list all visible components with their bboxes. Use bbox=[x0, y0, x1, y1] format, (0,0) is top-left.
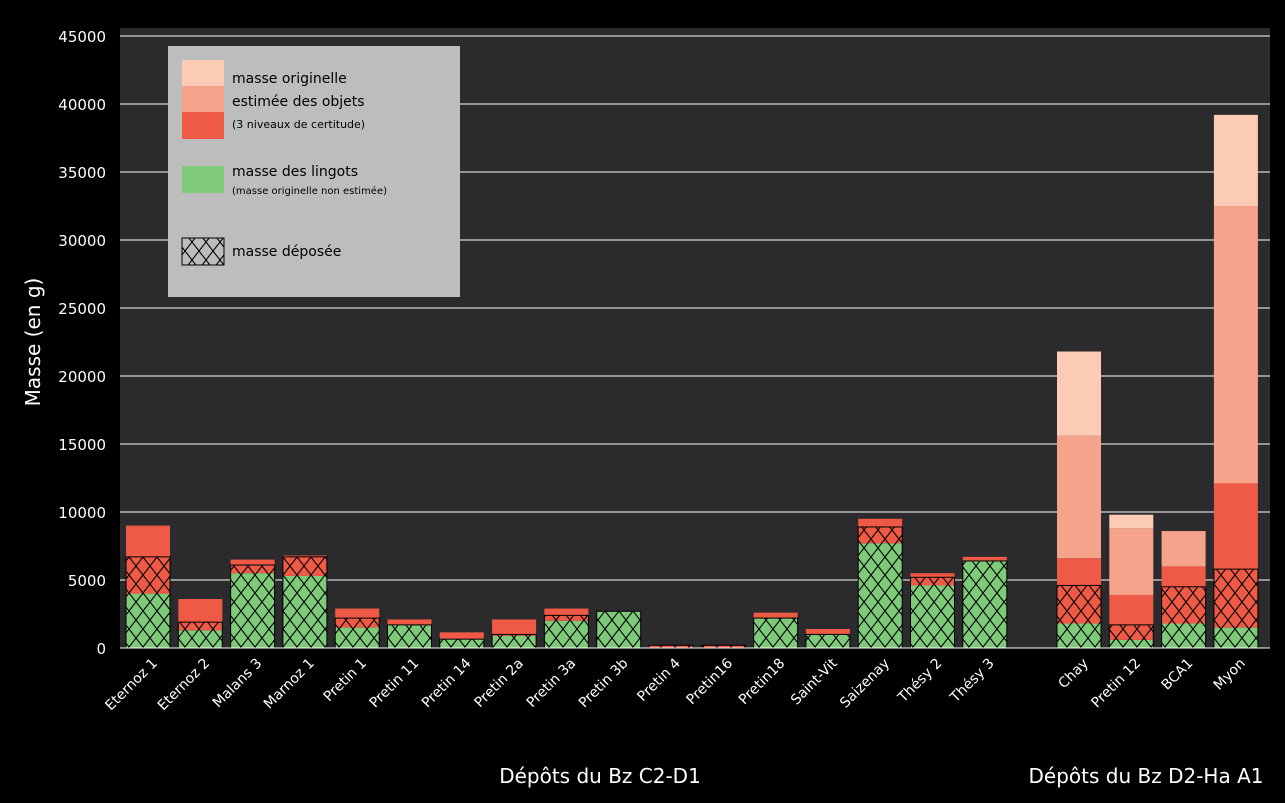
legend-label: masse originelle bbox=[232, 71, 347, 87]
bar-segment-medium bbox=[1213, 206, 1258, 484]
bar-hatch-deposited bbox=[857, 526, 903, 649]
legend-sublabel: (masse originelle non estimée) bbox=[232, 185, 387, 197]
y-tick-label: 10000 bbox=[58, 504, 106, 522]
y-tick-label: 45000 bbox=[58, 28, 106, 46]
stacked-bar-chart: 0 5000 10000 15000 20000 25000 30000 35000 40000… bbox=[10, 8, 1280, 798]
bar-hatch-deposited bbox=[439, 638, 485, 649]
legend-label: estimée des objets bbox=[232, 94, 365, 110]
bar-hatch-deposited bbox=[491, 633, 537, 649]
legend-swatch-medium bbox=[182, 86, 224, 113]
bar-segment-dark bbox=[387, 619, 432, 625]
bar-hatch-deposited bbox=[282, 556, 328, 649]
bar-segment-dark bbox=[962, 556, 1007, 561]
bar-hatch-deposited bbox=[962, 560, 1008, 649]
y-tick-label: 0 bbox=[96, 640, 106, 658]
bar-hatch-deposited bbox=[753, 617, 799, 649]
legend-swatch-light bbox=[182, 60, 224, 87]
bar-segment-dark bbox=[805, 628, 850, 635]
bars bbox=[125, 114, 1259, 649]
bar-hatch-deposited bbox=[387, 624, 432, 649]
bar-segment-dark bbox=[492, 619, 537, 636]
bar-hatch-deposited bbox=[1161, 586, 1207, 649]
chart-frame: 0 5000 10000 15000 20000 25000 30000 35000 40000… bbox=[10, 8, 1280, 798]
bar-segment-light bbox=[1109, 514, 1154, 529]
legend-label: (3 niveaux de certitude) bbox=[232, 118, 365, 131]
y-axis-label: Masse (en g) bbox=[21, 278, 45, 407]
bar-hatch-deposited bbox=[125, 556, 171, 649]
bar-segment-medium bbox=[1057, 435, 1101, 559]
group-label: Dépôts du Bz D2-Ha A1 bbox=[1029, 764, 1264, 788]
legend: masse originelle estimée des objets (3 niv… bbox=[168, 46, 460, 297]
bar-hatch-deposited bbox=[805, 633, 851, 649]
bar-hatch-deposited bbox=[543, 614, 589, 649]
bar-segment-light bbox=[1057, 351, 1101, 436]
bar-segment-dark bbox=[439, 632, 484, 640]
bar-hatch-deposited bbox=[1056, 584, 1102, 649]
legend-label: masse des lingots bbox=[232, 164, 358, 180]
y-tick-label: 35000 bbox=[58, 164, 106, 182]
bar-hatch-deposited bbox=[177, 621, 223, 649]
bar-segment-light bbox=[1213, 114, 1258, 206]
bar-segment-medium bbox=[1161, 531, 1206, 567]
y-tick-label: 5000 bbox=[68, 572, 106, 590]
y-tick-label: 25000 bbox=[58, 300, 106, 318]
y-tick-label: 30000 bbox=[58, 232, 106, 250]
bar-hatch-deposited bbox=[1213, 568, 1259, 649]
bar-hatch-deposited bbox=[596, 610, 642, 649]
bar-hatch-deposited bbox=[230, 564, 276, 649]
bar-segment-medium bbox=[1109, 528, 1154, 595]
legend-swatch-hatch bbox=[181, 237, 225, 266]
y-tick-label: 20000 bbox=[58, 368, 106, 386]
legend-swatch-ingot bbox=[182, 166, 224, 193]
legend-swatch-dark bbox=[182, 112, 224, 139]
bar-hatch-deposited bbox=[910, 576, 955, 649]
y-tick-label: 15000 bbox=[58, 436, 106, 454]
bar-hatch-deposited bbox=[334, 617, 380, 649]
bar-hatch-deposited bbox=[1108, 624, 1154, 649]
group-label: Dépôts du Bz C2-D1 bbox=[499, 764, 701, 788]
bar-segment-dark bbox=[753, 612, 798, 619]
y-tick-label: 40000 bbox=[58, 96, 106, 114]
legend-label: masse déposée bbox=[232, 244, 341, 260]
